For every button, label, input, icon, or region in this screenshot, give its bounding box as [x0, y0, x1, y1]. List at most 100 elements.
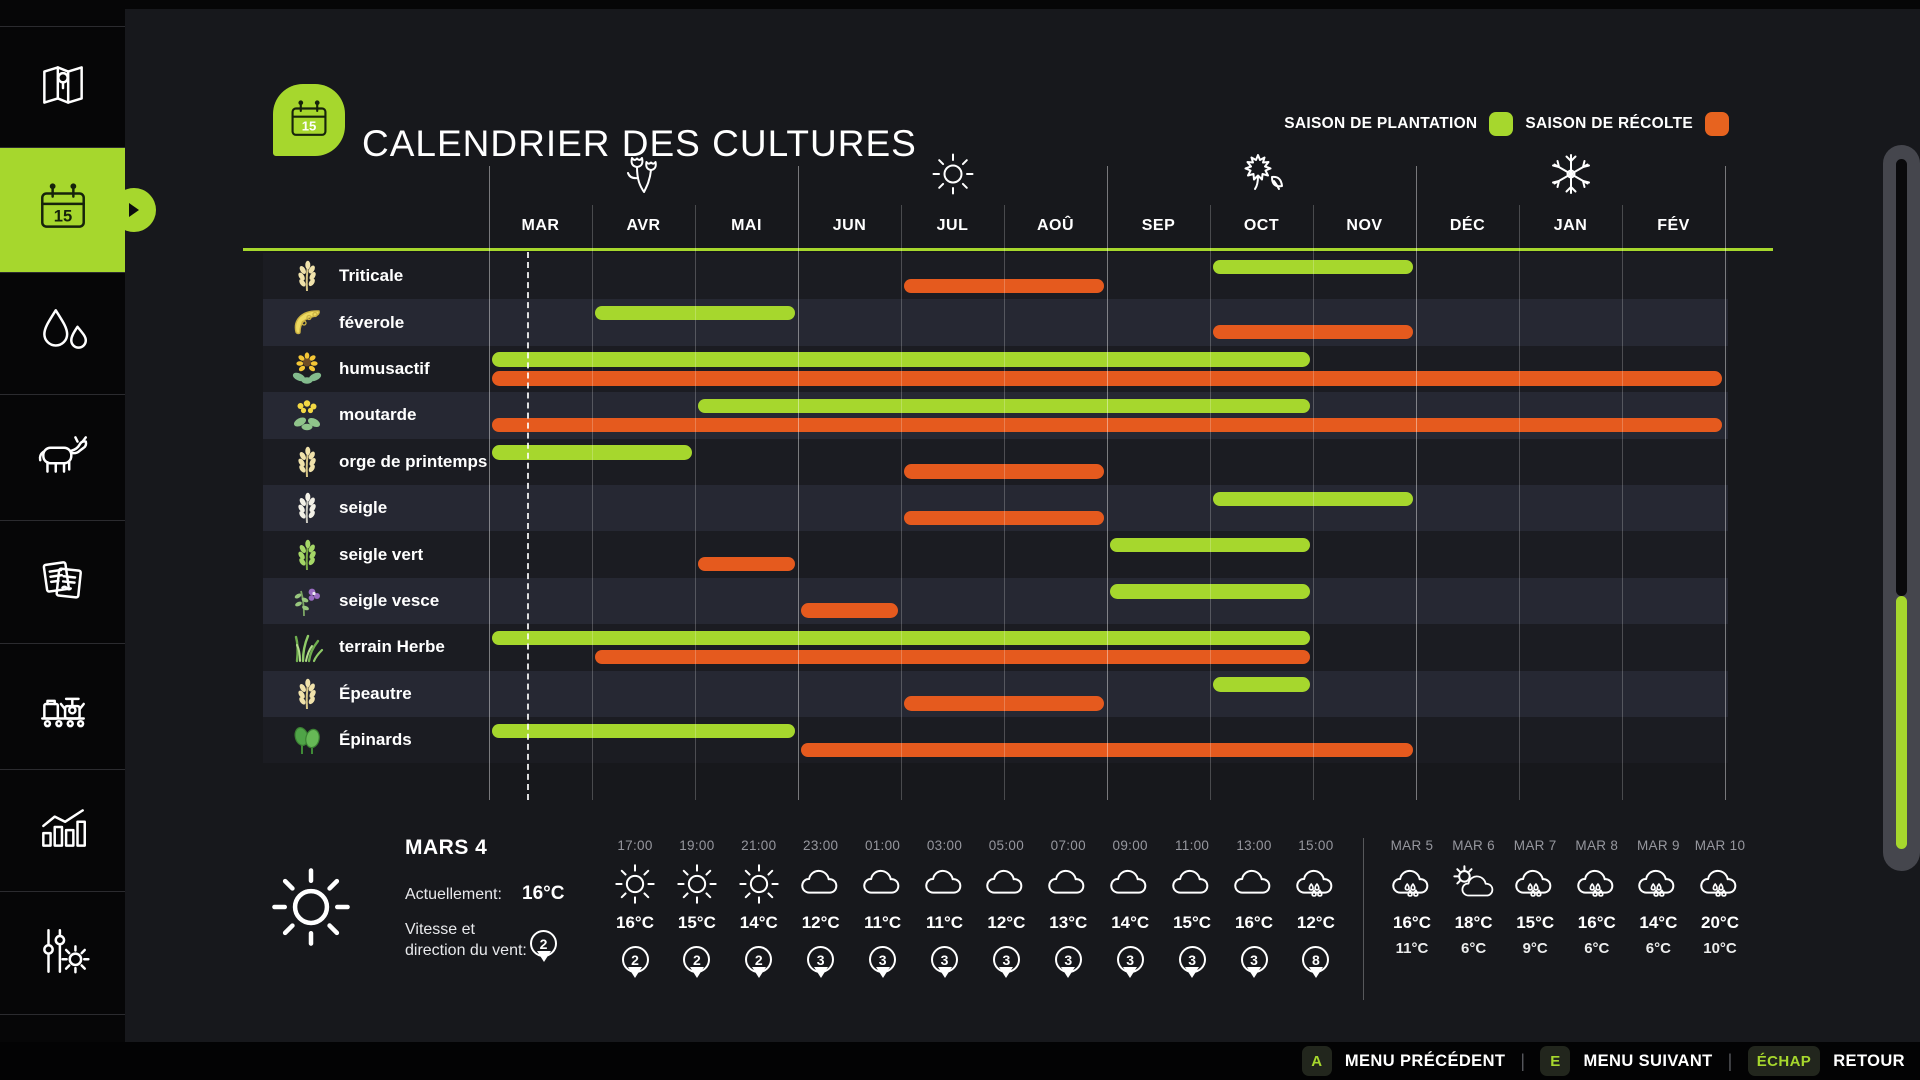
- sidebar-item-map[interactable]: [0, 26, 125, 147]
- sidebar-item-calendar[interactable]: 15: [0, 147, 125, 272]
- hourly-forecast-column: 11:00 15°C 3: [1160, 838, 1224, 973]
- svg-text:15: 15: [302, 119, 317, 134]
- hour-temp: 12°C: [1296, 913, 1335, 932]
- harvest-season-bar: [904, 278, 1104, 293]
- month-label: MAR: [521, 217, 560, 234]
- grass-crop-icon: [290, 630, 324, 664]
- footer-separator: |: [1520, 1050, 1526, 1071]
- chart-top-line: [243, 248, 1773, 251]
- month-gridline: [1622, 205, 1623, 800]
- current-date-marker-line: [527, 252, 530, 800]
- planting-season-bar: [492, 723, 795, 738]
- crop-row: humusactif: [263, 345, 1728, 393]
- month-label: DÉC: [1449, 217, 1486, 234]
- svg-text:15: 15: [53, 206, 71, 225]
- month-label: AVR: [626, 217, 661, 234]
- crop-row: Épinards: [263, 717, 1728, 764]
- hourly-forecast-column: 21:00 14°C 2: [727, 838, 791, 973]
- production-line-icon: [34, 675, 92, 738]
- wheat-crop-icon: [290, 445, 324, 479]
- crop-label: orge de printemps: [339, 451, 488, 471]
- wind-direction-pin-icon: 3: [1222, 946, 1286, 973]
- summer-sun-icon: [929, 150, 977, 198]
- season-gridline: [1416, 166, 1417, 800]
- wind-direction-pin-icon: 3: [1098, 946, 1162, 973]
- cloud-weather-icon: [974, 861, 1038, 907]
- sidebar-item-production[interactable]: [0, 643, 125, 769]
- current-temp-label: Actuellement:: [405, 886, 502, 903]
- hourly-forecast-column: 23:00 12°C 3: [789, 838, 853, 973]
- footer-shortcut-bar: A MENU PRÉCÉDENT | E MENU SUIVANT | ÉCHAP RETOU…: [0, 1042, 1920, 1080]
- shortcut-menu-pr-c-dent[interactable]: A MENU PRÉCÉDENT: [1301, 1046, 1506, 1076]
- cloud-weather-icon: [1222, 861, 1286, 907]
- shortcut-menu-suivant[interactable]: E MENU SUIVANT: [1540, 1046, 1712, 1076]
- harvest-season-bar: [698, 556, 795, 572]
- wind-direction-pin-icon: 3: [913, 946, 977, 973]
- legend: SAISON DE PLANTATION SAISON DE RÉCOLTE: [1284, 112, 1729, 136]
- day-low-temp: 6°C: [1584, 940, 1610, 957]
- day-label: MAR 8: [1575, 838, 1619, 853]
- hour-temp: 13°C: [1049, 913, 1088, 932]
- wind-direction-pin-icon: 3: [1036, 946, 1100, 973]
- crop-label: seigle: [339, 498, 388, 518]
- shortcut-label: MENU SUIVANT: [1583, 1051, 1713, 1070]
- top-strip: [0, 0, 1920, 9]
- partly-weather-icon: [1442, 861, 1506, 907]
- wind-direction-pin-icon: 2: [665, 946, 729, 973]
- legend-planting-label: SAISON DE PLANTATION: [1284, 115, 1478, 132]
- season-gridline: [489, 166, 490, 800]
- sidebar-item-settings[interactable]: [0, 891, 125, 1014]
- crop-label: seigle vesce: [339, 590, 440, 610]
- planting-season-bar: [1213, 677, 1310, 692]
- harvest-season-bar: [904, 510, 1104, 525]
- shortcut-retour[interactable]: ÉCHAP RETOUR: [1747, 1046, 1905, 1076]
- month-gridline: [1519, 205, 1520, 800]
- harvest-season-bar: [801, 603, 898, 618]
- current-temp-value: 16°C: [522, 883, 565, 904]
- rain-weather-icon: [1503, 861, 1567, 907]
- rain-weather-icon: [1688, 861, 1752, 907]
- sliders-gear-icon: [34, 922, 92, 985]
- hour-temp: 11°C: [864, 913, 902, 932]
- cow-icon: [34, 426, 92, 489]
- crop-label: seigle vert: [339, 544, 424, 564]
- shortcut-label: MENU PRÉCÉDENT: [1344, 1051, 1506, 1070]
- rain-weather-icon: [1284, 861, 1348, 907]
- key-badge: E: [1540, 1046, 1571, 1076]
- hour-temp: 15°C: [1173, 913, 1212, 932]
- hour-temp: 16°C: [616, 913, 654, 932]
- scrollbar-upper-segment[interactable]: [1896, 159, 1907, 596]
- month-label: NOV: [1346, 217, 1383, 234]
- month-gridline: [1313, 205, 1314, 800]
- day-high-temp: 15°C: [1516, 913, 1555, 932]
- day-low-temp: 6°C: [1461, 940, 1487, 957]
- day-high-temp: 18°C: [1454, 913, 1493, 932]
- hour-label: 15:00: [1298, 838, 1334, 853]
- scrollbar-thumb[interactable]: [1896, 596, 1907, 849]
- month-label: AOÛ: [1036, 217, 1075, 234]
- cloud-weather-icon: [1036, 861, 1100, 907]
- sidebar-item-animals[interactable]: [0, 394, 125, 520]
- planting-season-bar: [1110, 584, 1310, 599]
- daily-forecast-column: MAR 6 18°C 6°C: [1442, 838, 1506, 957]
- hour-temp: 14°C: [1111, 913, 1150, 932]
- sidebar: 15: [0, 0, 125, 1080]
- harvest-season-bar: [904, 696, 1104, 711]
- month-label: SEP: [1141, 217, 1176, 234]
- daily-forecast-column: MAR 8 16°C 6°C: [1565, 838, 1629, 957]
- cloud-weather-icon: [789, 861, 853, 907]
- cloud-weather-icon: [1160, 861, 1224, 907]
- sidebar-item-water[interactable]: [0, 272, 125, 394]
- month-gridline: [592, 205, 593, 800]
- sidebar-item-finances[interactable]: [0, 520, 125, 643]
- bean-crop-icon: [290, 306, 324, 340]
- planting-season-bar: [698, 398, 1310, 414]
- planting-season-bar: [492, 445, 692, 460]
- wind-label: Vitesse et direction du vent:: [405, 921, 527, 959]
- day-label: MAR 6: [1452, 838, 1495, 853]
- rain-weather-icon: [1626, 861, 1690, 907]
- planting-season-bar: [595, 305, 795, 321]
- sidebar-item-statistics[interactable]: [0, 769, 125, 891]
- hour-label: 17:00: [617, 838, 653, 853]
